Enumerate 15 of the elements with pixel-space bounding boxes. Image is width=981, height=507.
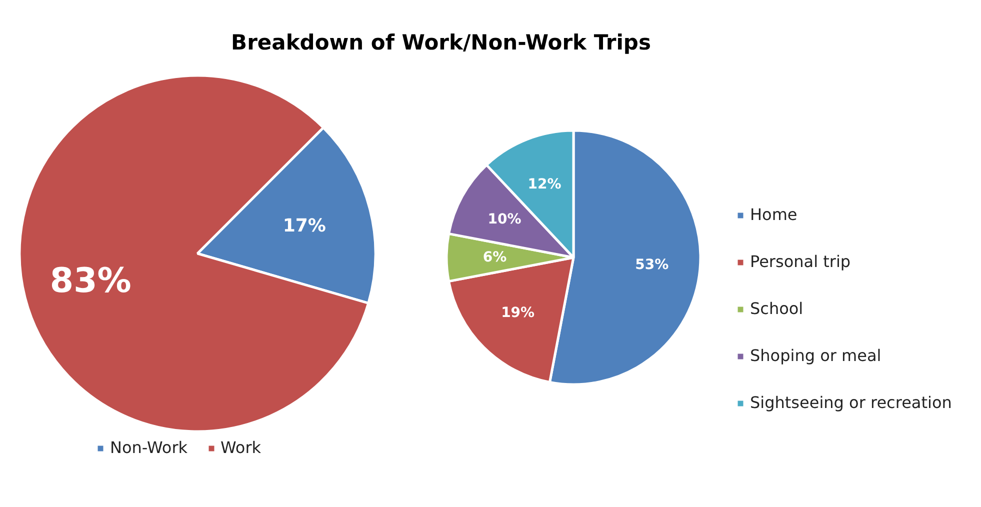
data-label: 10%	[488, 212, 522, 228]
legend-label: Home	[750, 205, 798, 224]
data-label: 12%	[528, 176, 562, 192]
legend-label: School	[750, 299, 804, 318]
legend-label: Non-Work	[110, 438, 188, 457]
legend-label: Work	[220, 438, 262, 457]
data-label: 6%	[482, 250, 507, 266]
data-label: 19%	[501, 305, 535, 322]
legend-label: Shoping or meal	[750, 346, 882, 365]
data-label: 17%	[282, 216, 326, 237]
data-label: 83%	[50, 260, 132, 301]
text: Breakdown of Work/Non-Work Trips	[231, 30, 651, 54]
legend-label: Personal trip	[750, 252, 852, 271]
legend-label: Sightseeing or recreation	[750, 393, 952, 412]
data-label: 53%	[635, 256, 669, 273]
